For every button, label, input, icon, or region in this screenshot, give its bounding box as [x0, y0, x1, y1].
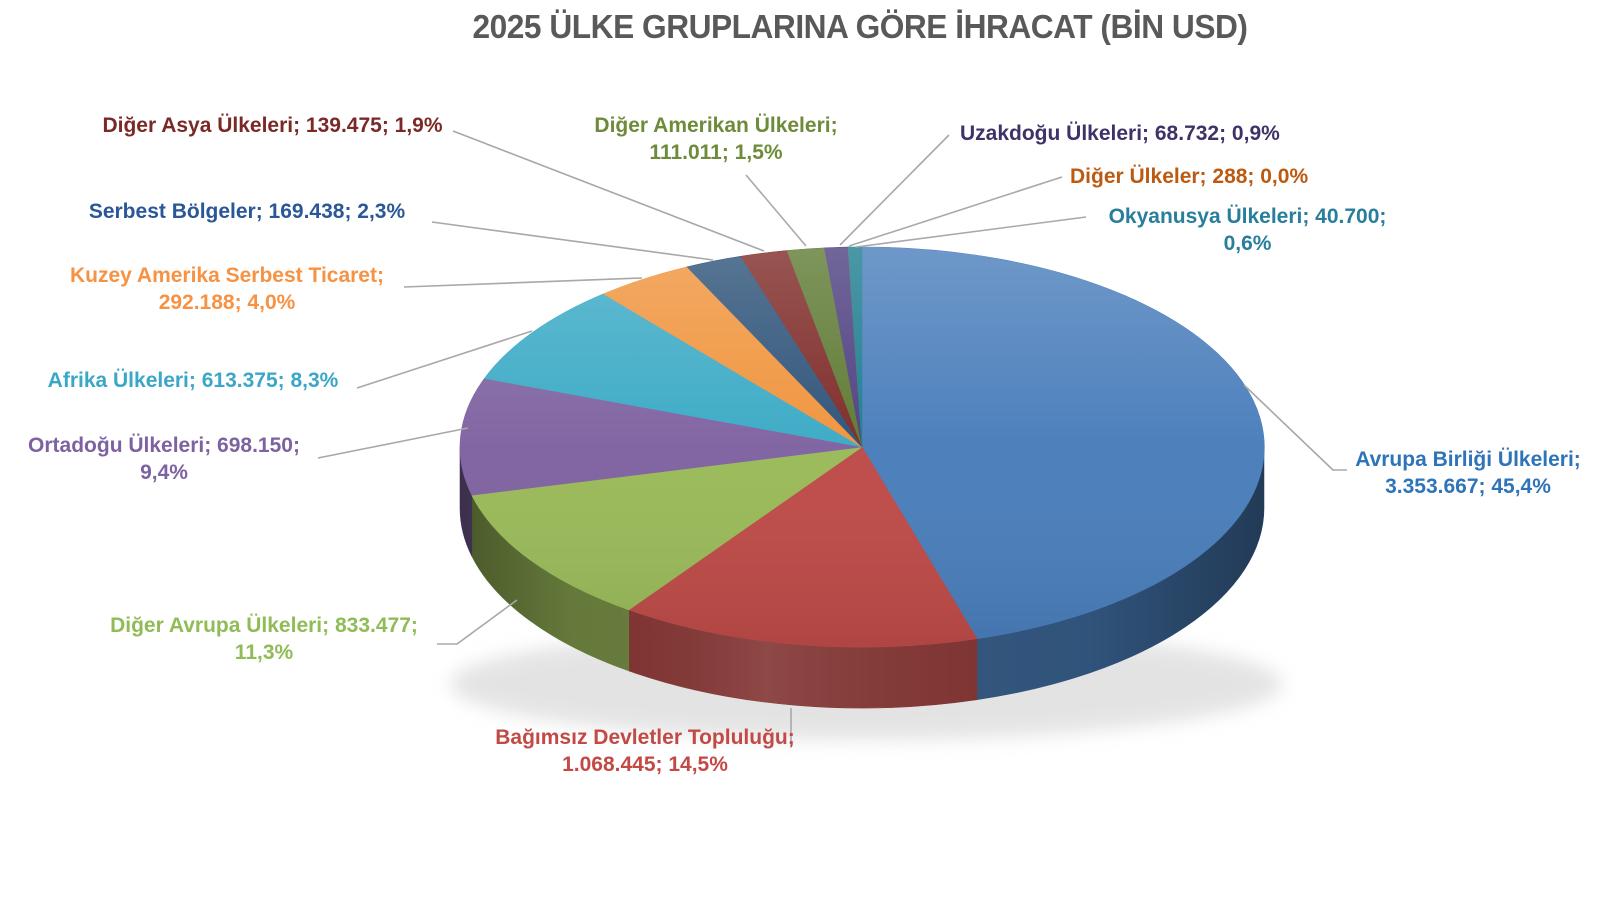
leader-line-diger-asya-ulkeleri [452, 130, 765, 252]
leader-line-afrika-ulkeleri [356, 330, 533, 389]
callout-bagimsiz-devletler-toplulugu: Bağımsız Devletler Topluluğu; 1.068.445;… [495, 726, 795, 776]
leader-line-kuzey-amerika-serbest-ticaret [403, 277, 643, 288]
leader-line-avrupa-birligi-ulkeleri [1243, 384, 1347, 471]
leader-line-uzakdogu-ulkeleri [839, 134, 950, 246]
callout-ortadogu-ulkeleri: Ortadoğu Ülkeleri; 698.150; 9,4% [28, 434, 300, 484]
callout-okyanusya-ulkeleri: Okyanusya Ülkeleri; 40.700; 0,6% [1108, 205, 1387, 255]
callout-diger-avrupa-ulkeleri: Diğer Avrupa Ülkeleri; 833.477; 11,3% [110, 614, 418, 664]
callout-afrika-ulkeleri: Afrika Ülkeleri; 613.375; 8,3% [47, 369, 339, 392]
leader-line-diger-ulkeler [848, 176, 1063, 247]
leader-line-diger-avrupa-ulkeleri [437, 599, 518, 645]
leader-line-okyanusya-ulkeleri [855, 216, 1087, 248]
chart-title: 2025 ÜLKE GRUPLARINA GÖRE İHRACAT (BİN U… [472, 8, 1248, 45]
leader-line-diger-amerikan-ulkeleri [745, 174, 807, 247]
callout-diger-amerikan-ulkeleri: Diğer Amerikan Ülkeleri; 111.011; 1,5% [594, 114, 838, 164]
callout-diger-ulkeler: Diğer Ülkeler; 288; 0,0% [1070, 165, 1309, 188]
callout-avrupa-birligi-ulkeleri: Avrupa Birliği Ülkeleri; 3.353.667; 45,4… [1355, 448, 1581, 498]
callout-serbest-bolgeler: Serbest Bölgeler; 169.438; 2,3% [88, 200, 406, 223]
leader-line-serbest-bolgeler [431, 221, 714, 261]
callout-diger-asya-ulkeleri: Diğer Asya Ülkeleri; 139.475; 1,9% [102, 114, 443, 137]
callout-kuzey-amerika-serbest-ticaret: Kuzey Amerika Serbest Ticaret; 292.188; … [70, 264, 384, 314]
leader-line-ortadogu-ulkeleri [317, 427, 469, 459]
callout-uzakdogu-ulkeleri: Uzakdoğu Ülkeleri; 68.732; 0,9% [960, 122, 1280, 145]
